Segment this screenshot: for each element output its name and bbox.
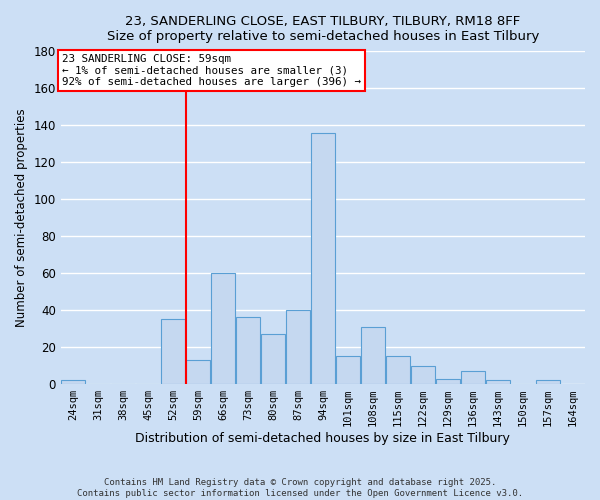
Title: 23, SANDERLING CLOSE, EAST TILBURY, TILBURY, RM18 8FF
Size of property relative : 23, SANDERLING CLOSE, EAST TILBURY, TILB… [107, 15, 539, 43]
Bar [485, 380, 509, 384]
Bar [386, 356, 410, 384]
Text: Contains HM Land Registry data © Crown copyright and database right 2025.
Contai: Contains HM Land Registry data © Crown c… [77, 478, 523, 498]
Bar [61, 380, 85, 384]
Bar [461, 371, 485, 384]
Bar [186, 360, 210, 384]
Bar [236, 318, 260, 384]
Bar [311, 132, 335, 384]
Bar [286, 310, 310, 384]
Text: 23 SANDERLING CLOSE: 59sqm
← 1% of semi-detached houses are smaller (3)
92% of s: 23 SANDERLING CLOSE: 59sqm ← 1% of semi-… [62, 54, 361, 87]
Bar [436, 378, 460, 384]
Bar [411, 366, 434, 384]
Y-axis label: Number of semi-detached properties: Number of semi-detached properties [15, 108, 28, 327]
Bar [536, 380, 560, 384]
Bar [211, 273, 235, 384]
Bar [336, 356, 360, 384]
Bar [261, 334, 285, 384]
Bar [361, 326, 385, 384]
Bar [161, 320, 185, 384]
X-axis label: Distribution of semi-detached houses by size in East Tilbury: Distribution of semi-detached houses by … [136, 432, 511, 445]
